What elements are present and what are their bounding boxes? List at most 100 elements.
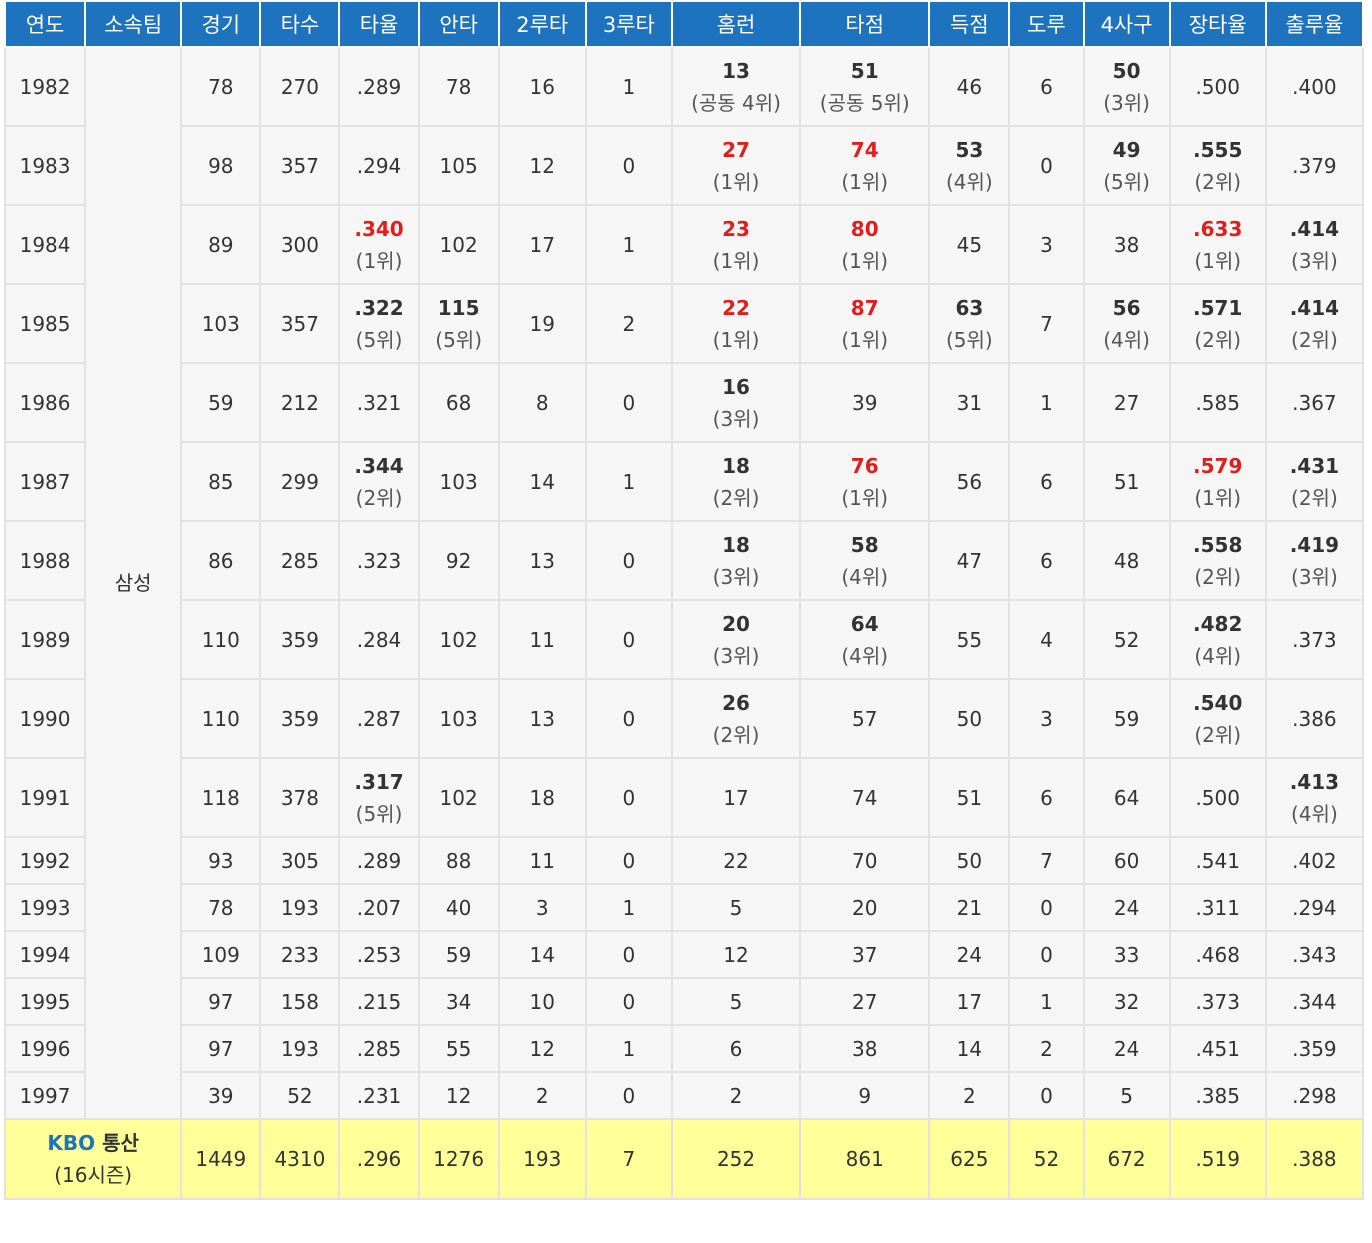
- stat-value: 34: [445, 989, 472, 1014]
- stat-cell: 0: [584, 362, 673, 443]
- stat-cell: 98: [180, 125, 262, 206]
- stat-cell: 0: [584, 930, 673, 979]
- column-header: 2루타: [497, 0, 587, 48]
- rank-label: (3위): [1291, 564, 1338, 589]
- column-header: 연도: [3, 0, 87, 48]
- stat-cell: 22 (1위): [670, 283, 802, 364]
- season-count: (16시즌): [54, 1163, 133, 1187]
- year-cell: 1994: [3, 930, 87, 979]
- stat-cell: 59: [180, 362, 262, 443]
- rank-label: (2위): [1194, 722, 1242, 747]
- stat-cell: 49 (5위): [1082, 125, 1171, 206]
- total-stat-cell: 193: [497, 1118, 587, 1200]
- stat-value: 0: [1040, 153, 1053, 178]
- stat-value: 24: [1113, 1036, 1140, 1061]
- stat-cell: 14: [497, 441, 587, 522]
- stat-cell: 3: [1008, 678, 1085, 759]
- stat-value: 50: [956, 848, 983, 873]
- stat-value: .419: [1289, 532, 1340, 557]
- stat-value: 50: [956, 706, 983, 731]
- stat-value: 1: [1040, 989, 1053, 1014]
- rank-label: (1위): [841, 248, 889, 273]
- stat-cell: 24: [928, 930, 1011, 979]
- stat-cell: 2: [584, 283, 673, 364]
- stat-cell: .419 (3위): [1264, 520, 1365, 601]
- stat-cell: 5: [670, 977, 802, 1026]
- stat-value: 357: [280, 153, 319, 178]
- stat-cell: 80 (1위): [799, 204, 931, 285]
- stat-cell: 1: [1008, 977, 1085, 1026]
- rank-label: (5위): [355, 327, 403, 352]
- stat-cell: 18 (3위): [670, 520, 802, 601]
- stat-cell: 97: [180, 977, 262, 1026]
- stat-cell: 6: [1008, 46, 1085, 127]
- table-row: 1996 97 193 .285 55 12 1 6 38 14 2 24 .451 .359: [3, 1024, 1365, 1073]
- stat-cell: 1: [584, 883, 673, 932]
- stat-value: .431: [1289, 453, 1340, 478]
- stat-value: 6: [1040, 548, 1053, 573]
- stat-value: 64: [1113, 785, 1140, 810]
- column-header: 출루율: [1264, 0, 1365, 48]
- stat-value: .344: [1292, 989, 1337, 1014]
- stat-value: 5: [729, 895, 743, 920]
- stat-cell: 46: [928, 46, 1011, 127]
- stat-cell: .386: [1264, 678, 1365, 759]
- column-header: 장타율: [1168, 0, 1267, 48]
- stat-value: 6: [1040, 785, 1053, 810]
- stat-value: 39: [851, 390, 878, 415]
- stat-cell: .344 (2위): [338, 441, 420, 522]
- kbo-link[interactable]: KBO: [47, 1131, 96, 1155]
- stat-value: .373: [1195, 989, 1240, 1014]
- stat-cell: 39: [799, 362, 931, 443]
- stat-cell: 55: [928, 599, 1011, 680]
- stat-value: 17: [723, 785, 749, 810]
- column-header: 타율: [338, 0, 420, 48]
- stat-cell: .284: [338, 599, 420, 680]
- year-cell: 1987: [3, 441, 87, 522]
- rank-label: (5위): [355, 801, 403, 826]
- column-header: 소속팀: [84, 0, 183, 48]
- stat-cell: 38: [1082, 204, 1171, 285]
- stat-cell: 118: [180, 757, 262, 838]
- stat-value: 27: [722, 137, 750, 162]
- stat-cell: 17: [497, 204, 587, 285]
- rank-label: (1위): [1194, 248, 1242, 273]
- stat-cell: 18: [497, 757, 587, 838]
- stat-value: 11: [529, 848, 555, 873]
- stat-cell: .500: [1168, 757, 1267, 838]
- stat-cell: 270: [259, 46, 341, 127]
- team-link[interactable]: 삼성: [84, 46, 183, 1120]
- stat-value: 52: [1113, 627, 1140, 652]
- stat-cell: 97: [180, 1024, 262, 1073]
- stat-value: 1: [622, 74, 636, 99]
- rank-label: (2위): [712, 722, 760, 747]
- stat-value: 2: [729, 1083, 743, 1108]
- stat-value: 55: [445, 1036, 472, 1061]
- year-cell: 1985: [3, 283, 87, 364]
- column-header: 득점: [928, 0, 1011, 48]
- stat-value: 97: [208, 989, 234, 1014]
- stat-value: 68: [445, 390, 472, 415]
- stat-cell: .571 (2위): [1168, 283, 1267, 364]
- stat-cell: 58 (4위): [799, 520, 931, 601]
- column-header: 홈런: [670, 0, 802, 48]
- stat-value: .482: [1193, 611, 1243, 636]
- stat-cell: 110: [180, 599, 262, 680]
- stat-value: 103: [439, 469, 478, 494]
- stat-value: .402: [1292, 848, 1337, 873]
- stat-cell: 0: [584, 757, 673, 838]
- stat-value: 2: [1040, 1036, 1053, 1061]
- year-cell: 1984: [3, 204, 87, 285]
- stat-value: 38: [851, 1036, 878, 1061]
- stat-cell: .482 (4위): [1168, 599, 1267, 680]
- stat-cell: 47: [928, 520, 1011, 601]
- total-stat-cell: .519: [1168, 1118, 1267, 1200]
- stat-value: 13: [529, 548, 555, 573]
- stat-value: .585: [1195, 390, 1240, 415]
- stat-cell: 22: [670, 836, 802, 885]
- stat-value: .571: [1193, 295, 1243, 320]
- stat-cell: 14: [928, 1024, 1011, 1073]
- stat-value: 359: [280, 706, 319, 731]
- stat-value: 24: [1113, 895, 1140, 920]
- stat-cell: 300: [259, 204, 341, 285]
